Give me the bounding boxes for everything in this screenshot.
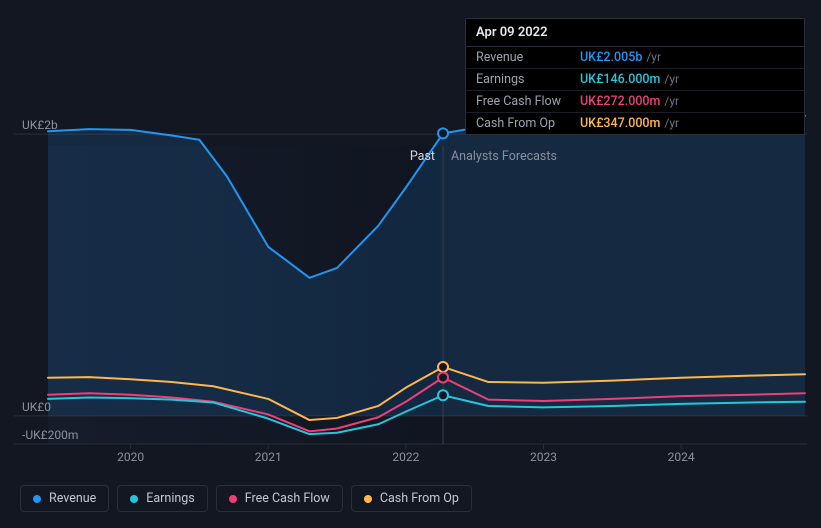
- tooltip-row-cash-from-op: Cash From OpUK£347.000m/yr: [466, 113, 804, 134]
- revenue-marker: [438, 128, 448, 138]
- tooltip-value: UK£272.000m: [580, 94, 660, 109]
- x-tick-label: 2020: [117, 450, 144, 464]
- tooltip-label: Cash From Op: [476, 116, 580, 131]
- tooltip-unit: /yr: [664, 94, 679, 108]
- tooltip-unit: /yr: [646, 50, 661, 64]
- tooltip-value: UK£347.000m: [580, 116, 660, 131]
- x-tick-label: 2023: [530, 450, 557, 464]
- legend-label: Earnings: [146, 491, 194, 506]
- legend-dot-icon: [130, 495, 138, 503]
- tooltip-label: Earnings: [476, 72, 580, 87]
- earnings-marker: [438, 390, 448, 400]
- legend-dot-icon: [229, 495, 237, 503]
- tooltip-date: Apr 09 2022: [466, 19, 804, 47]
- tooltip-label: Revenue: [476, 50, 580, 65]
- free_cash_flow-marker: [438, 373, 448, 383]
- legend-dot-icon: [364, 495, 372, 503]
- legend-item-revenue[interactable]: Revenue: [20, 485, 109, 512]
- legend-label: Free Cash Flow: [245, 491, 330, 506]
- tooltip-row-revenue: RevenueUK£2.005b/yr: [466, 47, 804, 69]
- legend-item-cash_from_op[interactable]: Cash From Op: [351, 485, 472, 512]
- legend-label: Cash From Op: [380, 491, 459, 506]
- tooltip-label: Free Cash Flow: [476, 94, 580, 109]
- chart-legend: Revenue Earnings Free Cash Flow Cash From O…: [20, 485, 472, 512]
- tooltip-value: UK£2.005b: [580, 50, 642, 65]
- chart-tooltip: Apr 09 2022 RevenueUK£2.005b/yrEarningsU…: [465, 18, 805, 135]
- y-tick-label: UK£2b: [22, 118, 58, 132]
- x-tick-label: 2021: [255, 450, 282, 464]
- financial-chart: UK£2b UK£0 -UK£200m 2020 2021 2022 2023 2024 P…: [0, 0, 821, 524]
- tooltip-unit: /yr: [664, 116, 679, 130]
- legend-item-free_cash_flow[interactable]: Free Cash Flow: [216, 485, 343, 512]
- cash_from_op-marker: [438, 362, 448, 372]
- tooltip-value: UK£146.000m: [580, 72, 660, 87]
- forecast-section-label: Analysts Forecasts: [451, 149, 557, 164]
- tooltip-row-earnings: EarningsUK£146.000m/yr: [466, 69, 804, 91]
- legend-dot-icon: [33, 495, 41, 503]
- past-section-label: Past: [410, 149, 435, 164]
- legend-item-earnings[interactable]: Earnings: [117, 485, 207, 512]
- x-tick-label: 2024: [668, 450, 695, 464]
- legend-label: Revenue: [49, 491, 96, 506]
- y-tick-label: -UK£200m: [22, 428, 78, 442]
- tooltip-unit: /yr: [664, 72, 679, 86]
- tooltip-row-free-cash-flow: Free Cash FlowUK£272.000m/yr: [466, 91, 804, 113]
- x-tick-label: 2022: [392, 450, 419, 464]
- y-tick-label: UK£0: [22, 400, 51, 414]
